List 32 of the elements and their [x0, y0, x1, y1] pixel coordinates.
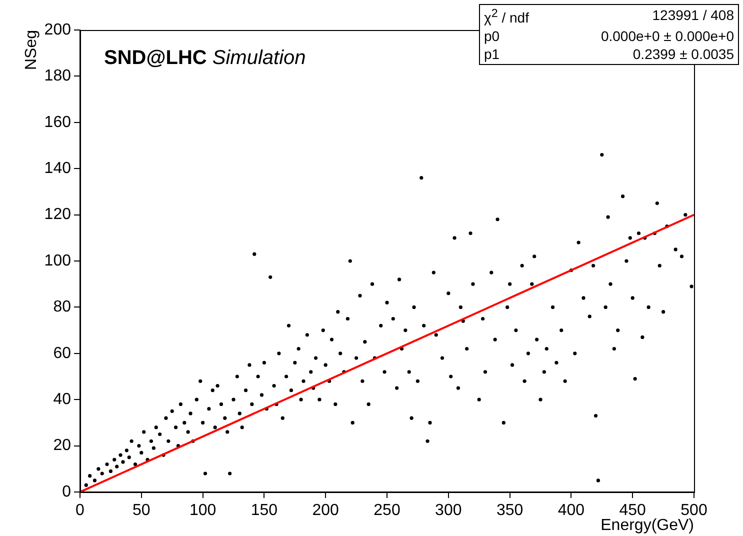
- y-tick-label: 200: [44, 21, 72, 38]
- annotation: 0.000e+0 ± 0.000e+0: [600, 28, 734, 44]
- x-tick-label: 250: [374, 502, 400, 520]
- x-tick-label: 0: [76, 502, 85, 520]
- y-tick-label: 160: [44, 114, 72, 131]
- text: χ$^{2}$ / ndf: [484, 7, 530, 26]
- y-tick-label: 80: [53, 298, 72, 316]
- x-tick-label: 450: [619, 502, 646, 520]
- x-tick-label: 150: [250, 502, 278, 520]
- y-tick-label: 20: [53, 437, 72, 454]
- x-tick-label: 400: [558, 502, 585, 520]
- y-tick-label: 140: [44, 160, 72, 178]
- y-tick-label: 180: [44, 68, 72, 85]
- y-tick-label: 40: [53, 391, 72, 408]
- x-axis-title: Energy(GeV): [600, 517, 694, 534]
- text: SND@LHC: [104, 47, 207, 69]
- y-tick-label: 60: [53, 344, 72, 362]
- x-tick-label: 100: [189, 502, 216, 520]
- text: 123991 / 408: [651, 7, 734, 25]
- x-tick-label: 200: [312, 502, 340, 520]
- x-tick-label: 500: [680, 502, 708, 520]
- y-axis-title: NSeg: [23, 30, 40, 70]
- annotation: 0.2399 ± 0.0035: [632, 46, 734, 62]
- y-tick-label: 100: [44, 252, 72, 270]
- y-tick-label: 120: [44, 206, 72, 224]
- x-tick-label: 350: [496, 502, 524, 520]
- x-tick-label: 300: [435, 502, 462, 520]
- annotation: p1: [484, 46, 501, 62]
- x-tick-label: 50: [132, 502, 150, 520]
- y-tick-label: 0: [62, 483, 72, 500]
- annotation: p0: [484, 28, 501, 44]
- text: Simulation: [212, 47, 306, 69]
